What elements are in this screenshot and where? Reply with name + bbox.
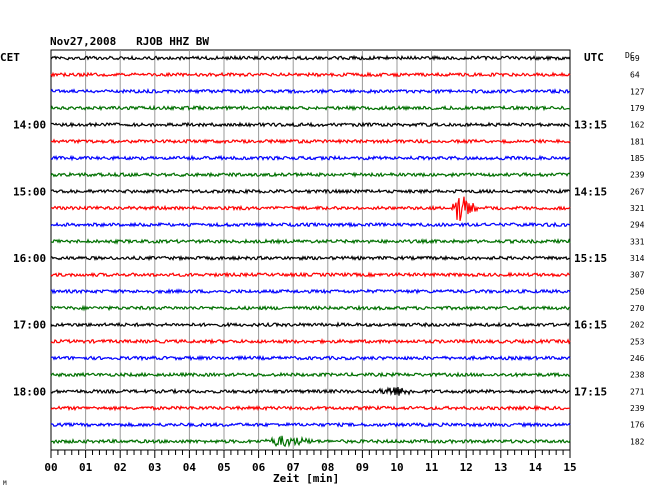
dc-value: 181 — [630, 137, 645, 146]
dc-value: 185 — [630, 154, 645, 163]
utc-hour-label: 13:15 — [574, 119, 607, 132]
trace-row-19 — [50, 371, 571, 378]
trace-row-9 — [50, 196, 571, 222]
x-tick-label: 08 — [321, 461, 334, 474]
dc-value: 270 — [630, 304, 645, 313]
cet-hour-label: 18:00 — [13, 385, 46, 398]
cet-hour-label: 17:00 — [13, 319, 46, 332]
dc-value: 202 — [630, 321, 645, 330]
x-tick-label: 15 — [563, 461, 576, 474]
utc-hour-label: 17:15 — [574, 385, 607, 398]
grid — [50, 49, 571, 458]
trace-row-15 — [50, 304, 571, 312]
x-tick-label: 11 — [425, 461, 439, 474]
dc-value: 294 — [630, 221, 645, 230]
trace-row-3 — [50, 104, 571, 112]
x-tick-label: 13 — [494, 461, 507, 474]
dc-value: 239 — [630, 171, 645, 180]
trace-row-23 — [50, 435, 571, 448]
right-timezone-label: UTC — [584, 51, 604, 64]
dc-value: 127 — [630, 87, 645, 96]
x-tick-label: 00 — [44, 461, 57, 474]
x-tick-label: 01 — [79, 461, 93, 474]
dc-value: 182 — [630, 437, 645, 446]
footnote: M — [3, 480, 7, 487]
dc-value: 271 — [630, 387, 645, 396]
dc-value: 162 — [630, 121, 645, 130]
x-tick-label: 14 — [529, 461, 543, 474]
x-tick-label: 07 — [287, 461, 300, 474]
trace-row-8 — [50, 187, 571, 195]
dc-value: 267 — [630, 187, 645, 196]
chart-title: Nov27,2008 RJOB HHZ BW — [50, 35, 209, 48]
dc-value: 307 — [630, 271, 645, 280]
dc-value: 64 — [630, 71, 640, 80]
x-tick-label: 12 — [460, 461, 473, 474]
x-tick-label: 10 — [390, 461, 403, 474]
dc-value: 253 — [630, 337, 645, 346]
trace-row-7 — [50, 171, 571, 178]
x-tick-label: 03 — [148, 461, 161, 474]
dc-value: 321 — [630, 204, 645, 213]
trace-row-12 — [50, 254, 571, 262]
cet-hour-label: 16:00 — [13, 252, 46, 265]
x-tick-label: 06 — [252, 461, 266, 474]
plot-frame — [50, 49, 571, 451]
dc-value: 69 — [630, 54, 640, 63]
trace-row-16 — [50, 321, 571, 328]
utc-hour-label: 15:15 — [574, 252, 607, 265]
dc-label: DC — [625, 51, 635, 60]
trace-row-20 — [50, 386, 571, 396]
x-tick-label: 02 — [114, 461, 127, 474]
trace-row-6 — [50, 154, 571, 162]
utc-hour-label: 16:15 — [574, 319, 607, 332]
cet-hour-label: 15:00 — [13, 185, 46, 198]
trace-row-21 — [50, 404, 571, 412]
trace-row-22 — [50, 421, 571, 428]
trace-row-2 — [50, 88, 571, 95]
trace-row-4 — [50, 121, 571, 128]
x-tick-label: 04 — [183, 461, 197, 474]
left-timezone-label: CET — [0, 51, 20, 64]
trace-row-5 — [50, 138, 571, 145]
dc-value: 239 — [630, 404, 645, 413]
trace-row-17 — [50, 338, 571, 345]
dc-value: 176 — [630, 421, 645, 430]
x-axis-label: Zeit [min] — [273, 472, 339, 485]
trace-row-10 — [50, 221, 571, 229]
trace-row-18 — [50, 354, 571, 362]
trace-row-0 — [50, 54, 571, 62]
cet-hour-label: 14:00 — [13, 119, 46, 132]
x-tick-label: 09 — [356, 461, 369, 474]
trace-row-11 — [50, 237, 571, 245]
labels: 00 01 02 03 04 05 06 07 08 09 10 11 12 13 14 15 69 64 127 1… — [13, 54, 645, 474]
traces — [50, 54, 571, 448]
dc-value: 314 — [630, 254, 645, 263]
utc-hour-label: 14:15 — [574, 185, 607, 198]
dc-value: 238 — [630, 371, 645, 380]
trace-row-1 — [50, 71, 571, 78]
trace-row-13 — [50, 271, 571, 278]
trace-row-14 — [50, 288, 571, 295]
dc-value: 179 — [630, 104, 645, 113]
dc-value: 250 — [630, 287, 645, 296]
x-tick-label: 05 — [217, 461, 230, 474]
dc-value: 246 — [630, 354, 645, 363]
dc-value: 331 — [630, 237, 645, 246]
